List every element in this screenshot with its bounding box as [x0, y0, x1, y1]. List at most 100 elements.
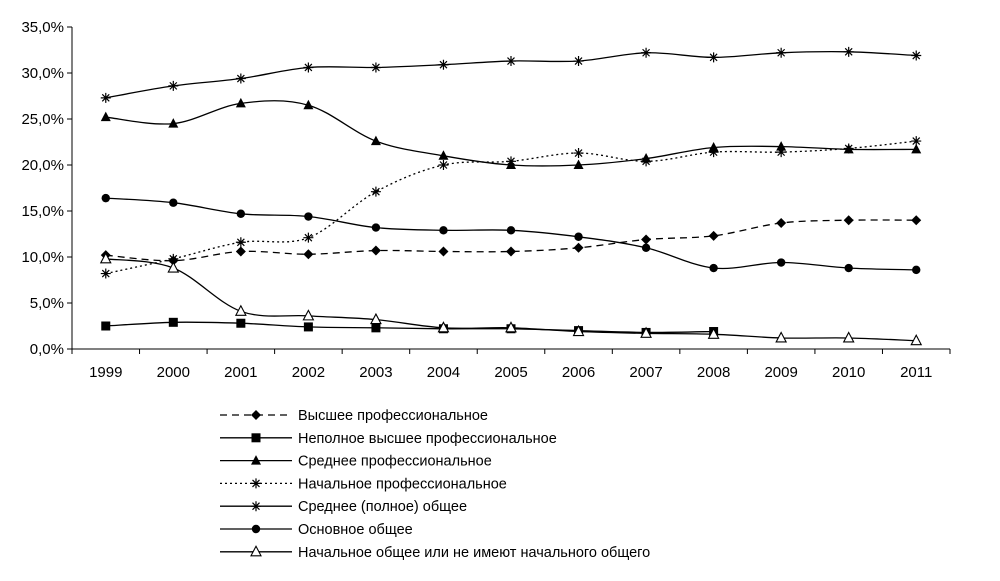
data-point [437, 321, 450, 333]
series-group [100, 215, 922, 266]
data-point [911, 143, 922, 154]
data-point [370, 135, 381, 146]
data-point [303, 322, 313, 332]
legend-label: Среднее (полное) общее [298, 499, 467, 515]
data-point [506, 156, 516, 167]
data-point [776, 217, 787, 228]
x-tick-label: 2010 [832, 364, 865, 381]
x-tick-label: 2009 [764, 364, 797, 381]
series-group [100, 46, 922, 103]
x-tick-label: 2011 [900, 364, 932, 381]
legend-marker [251, 455, 261, 465]
x-tick-label: 2001 [224, 364, 257, 381]
series-group [99, 252, 923, 346]
x-tick-label: 2002 [292, 364, 325, 381]
data-point [775, 331, 788, 343]
data-point [371, 323, 381, 333]
series-layer [99, 46, 923, 346]
y-tick-label: 5,0% [30, 295, 64, 312]
data-point [100, 92, 111, 103]
data-point [707, 327, 720, 339]
data-point [776, 147, 787, 158]
data-point [641, 156, 652, 167]
data-point [505, 321, 517, 333]
data-point [168, 317, 178, 327]
data-point [101, 321, 111, 331]
legend-marker [251, 478, 261, 489]
axes: 0,0% 5,0% 10,0% 15,0% 20,0% 25,0% 30,0% 35,0% 19… [21, 19, 951, 381]
data-point [100, 268, 111, 279]
data-point [708, 52, 719, 63]
y-tick-label: 25,0% [21, 111, 64, 128]
data-point [708, 230, 719, 241]
legend-entry: Среднее (полное) общее [220, 499, 467, 515]
data-point [641, 47, 652, 58]
legend-entry: Неполное высшее профессиональное [220, 431, 557, 447]
x-tick-label: 2006 [562, 364, 595, 381]
data-point [776, 141, 787, 151]
legend-label: Начальное профессиональное [298, 476, 507, 492]
legend: Высшее профессиональное Неполное высшее п… [220, 408, 650, 561]
data-point [573, 159, 584, 169]
x-tick-label: 2007 [629, 364, 662, 381]
legend-label: Высшее профессиональное [298, 408, 488, 424]
data-point [99, 252, 112, 264]
data-point [370, 186, 381, 197]
data-point [235, 73, 246, 84]
legend-marker [251, 524, 261, 534]
series-group [101, 317, 719, 337]
data-point [573, 56, 584, 67]
data-point [641, 243, 651, 252]
data-point [506, 226, 516, 235]
data-point [910, 334, 923, 346]
y-tick-label: 20,0% [21, 157, 64, 174]
data-point [303, 62, 314, 73]
x-tick-label: 2003 [359, 364, 392, 381]
data-point [304, 212, 313, 221]
y-tick-label: 35,0% [21, 19, 64, 36]
data-point [303, 232, 314, 243]
data-point [370, 312, 382, 325]
data-point [303, 99, 314, 110]
data-point [235, 246, 246, 257]
data-point [303, 249, 314, 260]
data-point [371, 223, 381, 232]
data-point [776, 47, 787, 58]
data-point [302, 309, 315, 321]
data-point [640, 326, 652, 338]
legend-marker [250, 545, 262, 557]
data-point [370, 62, 381, 73]
data-point [776, 258, 786, 267]
series-line [105, 321, 714, 334]
data-point [573, 242, 584, 253]
data-point [506, 246, 516, 257]
data-point [438, 246, 449, 257]
data-point [235, 237, 246, 248]
series-line [105, 100, 917, 167]
data-point [842, 331, 855, 343]
series-group [100, 136, 922, 279]
data-point [843, 46, 854, 57]
data-point [844, 263, 853, 273]
legend-marker [251, 433, 261, 443]
data-point [572, 324, 585, 337]
y-tick-label: 10,0% [21, 249, 64, 266]
data-point [911, 136, 922, 147]
data-point [843, 143, 854, 154]
legend-entry: Среднее профессиональное [220, 454, 492, 470]
data-point [709, 263, 718, 273]
x-tick-label: 2000 [157, 364, 190, 381]
data-point [236, 318, 246, 328]
legend-label: Начальное общее или не имеют начального … [298, 545, 650, 561]
y-tick-label: 15,0% [21, 203, 64, 220]
data-point [912, 265, 921, 275]
data-point [708, 147, 719, 158]
data-point [167, 261, 180, 273]
data-point [234, 304, 247, 316]
data-point [438, 59, 449, 70]
data-point [101, 193, 110, 203]
legend-marker [251, 410, 261, 420]
y-tick-label: 0,0% [30, 341, 64, 358]
data-point [911, 215, 922, 226]
